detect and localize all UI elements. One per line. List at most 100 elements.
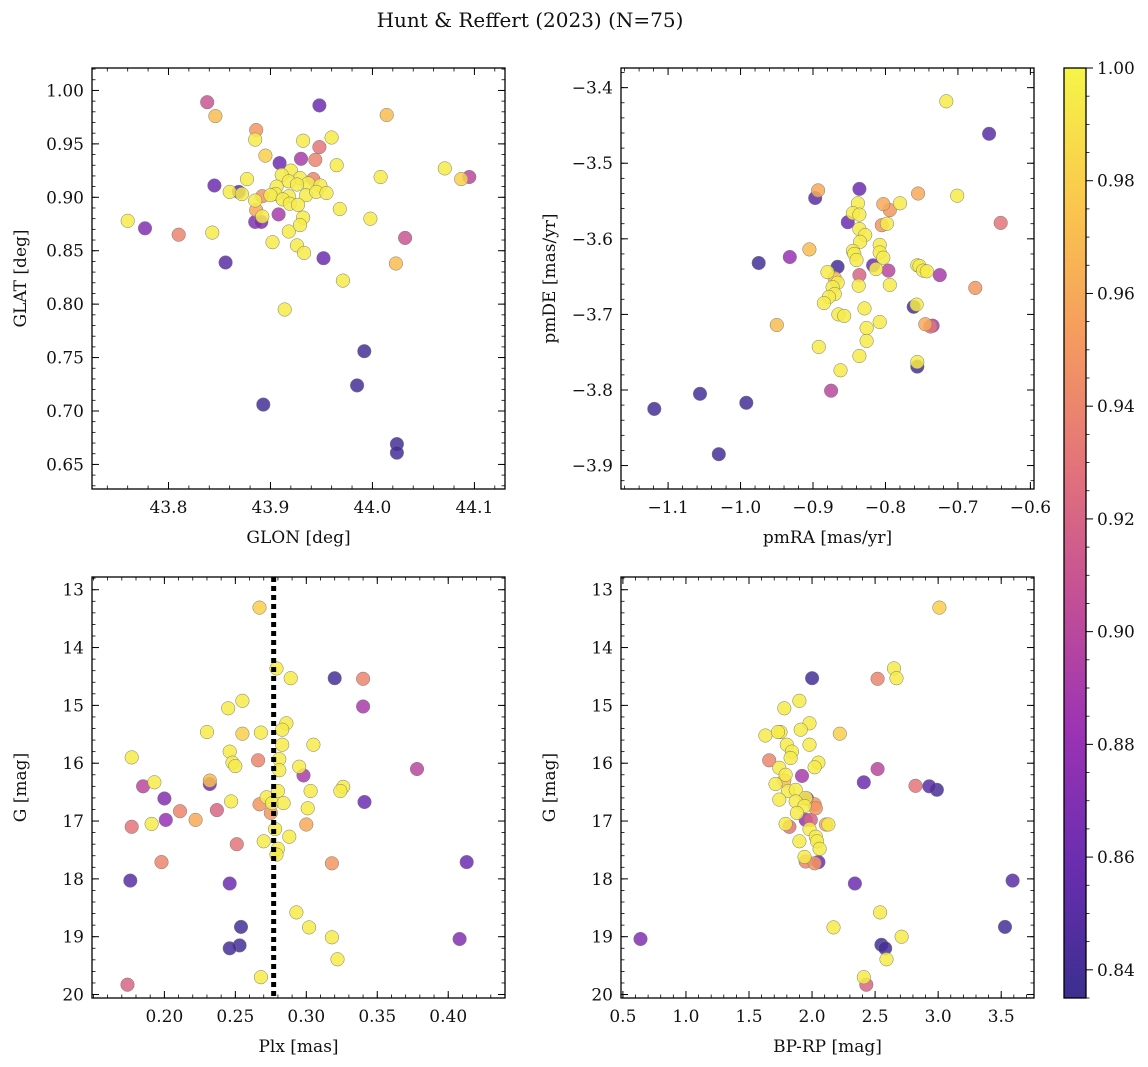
axes-frame <box>620 576 1035 999</box>
scatter-panel-4: 0.5 1.0 1.5 2.0 2.5 3.0 3.5 13 14 15 16 17 18 19 20 BP-… <box>540 576 1035 1057</box>
data-point <box>872 314 887 330</box>
colorbar-tick-label: 0.84 <box>1097 961 1135 981</box>
data-point <box>171 227 186 242</box>
data-point <box>762 753 777 768</box>
data-point <box>856 970 871 985</box>
data-point <box>692 386 708 401</box>
data-point <box>919 264 934 279</box>
data-point <box>335 273 350 288</box>
data-point <box>324 130 339 145</box>
data-point <box>792 834 807 849</box>
data-point <box>357 794 372 810</box>
data-point <box>272 156 287 171</box>
data-point <box>202 773 217 788</box>
colorbar-tick-label: 0.94 <box>1097 397 1135 417</box>
data-point <box>768 776 783 792</box>
data-point <box>255 209 270 224</box>
data-point <box>124 819 139 834</box>
y-axis-label: G [mag] <box>11 753 31 822</box>
x-tick-label: 0.25 <box>216 1007 254 1027</box>
data-point <box>293 151 309 166</box>
data-point <box>120 213 135 228</box>
scatter-panel-2: −1.1 −1.0 −0.9 −0.8 −0.7 −0.6 −3.9 −3.8 −3.7 −3.6… <box>540 67 1051 548</box>
data-point <box>312 140 327 155</box>
y-tick-label: 15 <box>62 696 84 716</box>
y-tick-label: 13 <box>591 581 613 601</box>
data-point <box>188 812 203 827</box>
data-point <box>239 172 255 187</box>
data-point <box>797 849 812 864</box>
data-point <box>144 816 159 831</box>
data-point <box>292 759 307 774</box>
data-point <box>222 876 237 891</box>
data-point <box>452 931 467 947</box>
data-point <box>327 671 342 686</box>
data-point <box>379 107 394 123</box>
data-point <box>807 856 822 871</box>
data-point <box>303 783 318 799</box>
data-point <box>868 262 884 277</box>
scatter-panel-3: 0.20 0.25 0.30 0.35 0.40 13 14 15 16 17 18 19 20 Plx … <box>11 576 506 1057</box>
x-tick-label: −0.7 <box>937 498 978 518</box>
data-point <box>1005 873 1020 888</box>
data-point <box>263 188 278 203</box>
data-point <box>454 172 469 187</box>
data-point <box>256 834 271 849</box>
data-point <box>124 750 139 765</box>
colorbar-gradient <box>1064 68 1086 998</box>
colorbar-frame <box>1063 67 1087 999</box>
colorbar-tick-label: 0.96 <box>1097 284 1135 304</box>
data-point <box>849 252 864 268</box>
data-point <box>910 354 925 370</box>
y-tick-label: 15 <box>591 696 613 716</box>
data-point <box>283 671 298 686</box>
scatter-panel-1: 43.8 43.9 44.0 44.1 0.65 0.70 0.75 0.80 0.85 0.90… <box>11 67 506 548</box>
data-point <box>275 737 290 752</box>
data-point <box>229 837 244 852</box>
y-tick-label: 16 <box>591 754 613 774</box>
data-point <box>319 185 334 201</box>
x-tick-label: −0.6 <box>1010 498 1051 518</box>
x-axis-label: BP-RP [mag] <box>773 1037 882 1057</box>
y-tick-label: 17 <box>591 812 613 832</box>
data-point <box>256 397 271 412</box>
data-point <box>802 242 817 257</box>
data-point <box>234 187 249 202</box>
data-point <box>922 779 937 794</box>
data-point <box>812 841 827 856</box>
data-point <box>208 109 223 124</box>
data-point <box>120 977 135 992</box>
data-point <box>292 218 308 233</box>
data-point <box>894 929 909 944</box>
data-point <box>248 193 263 208</box>
data-point <box>826 920 841 935</box>
data-point <box>253 970 268 985</box>
data-point <box>157 791 172 806</box>
y-tick-label: 0.75 <box>46 349 84 369</box>
data-point <box>997 919 1013 934</box>
y-tick-label: 14 <box>591 639 613 659</box>
data-point <box>847 876 862 891</box>
data-point <box>851 278 866 293</box>
data-point <box>857 301 872 316</box>
x-tick-label: 2.5 <box>862 1007 889 1027</box>
data-point <box>356 671 371 686</box>
data-point <box>739 395 754 410</box>
data-point <box>289 905 304 920</box>
x-tick-label: 1.0 <box>672 1007 699 1027</box>
data-point <box>459 855 474 870</box>
data-point <box>824 383 839 398</box>
y-tick-label: −3.5 <box>572 154 613 174</box>
x-tick-label: −1.1 <box>647 498 688 518</box>
data-point <box>356 699 371 714</box>
colorbar-tick-label: 0.98 <box>1097 172 1135 192</box>
data-point <box>778 816 793 831</box>
data-point <box>299 817 314 832</box>
data-point <box>769 317 784 333</box>
data-point <box>793 722 808 737</box>
data-point <box>297 245 312 260</box>
x-tick-label: 2.0 <box>799 1007 826 1027</box>
data-point <box>778 767 793 782</box>
data-point <box>281 224 296 239</box>
data-point <box>633 931 648 947</box>
